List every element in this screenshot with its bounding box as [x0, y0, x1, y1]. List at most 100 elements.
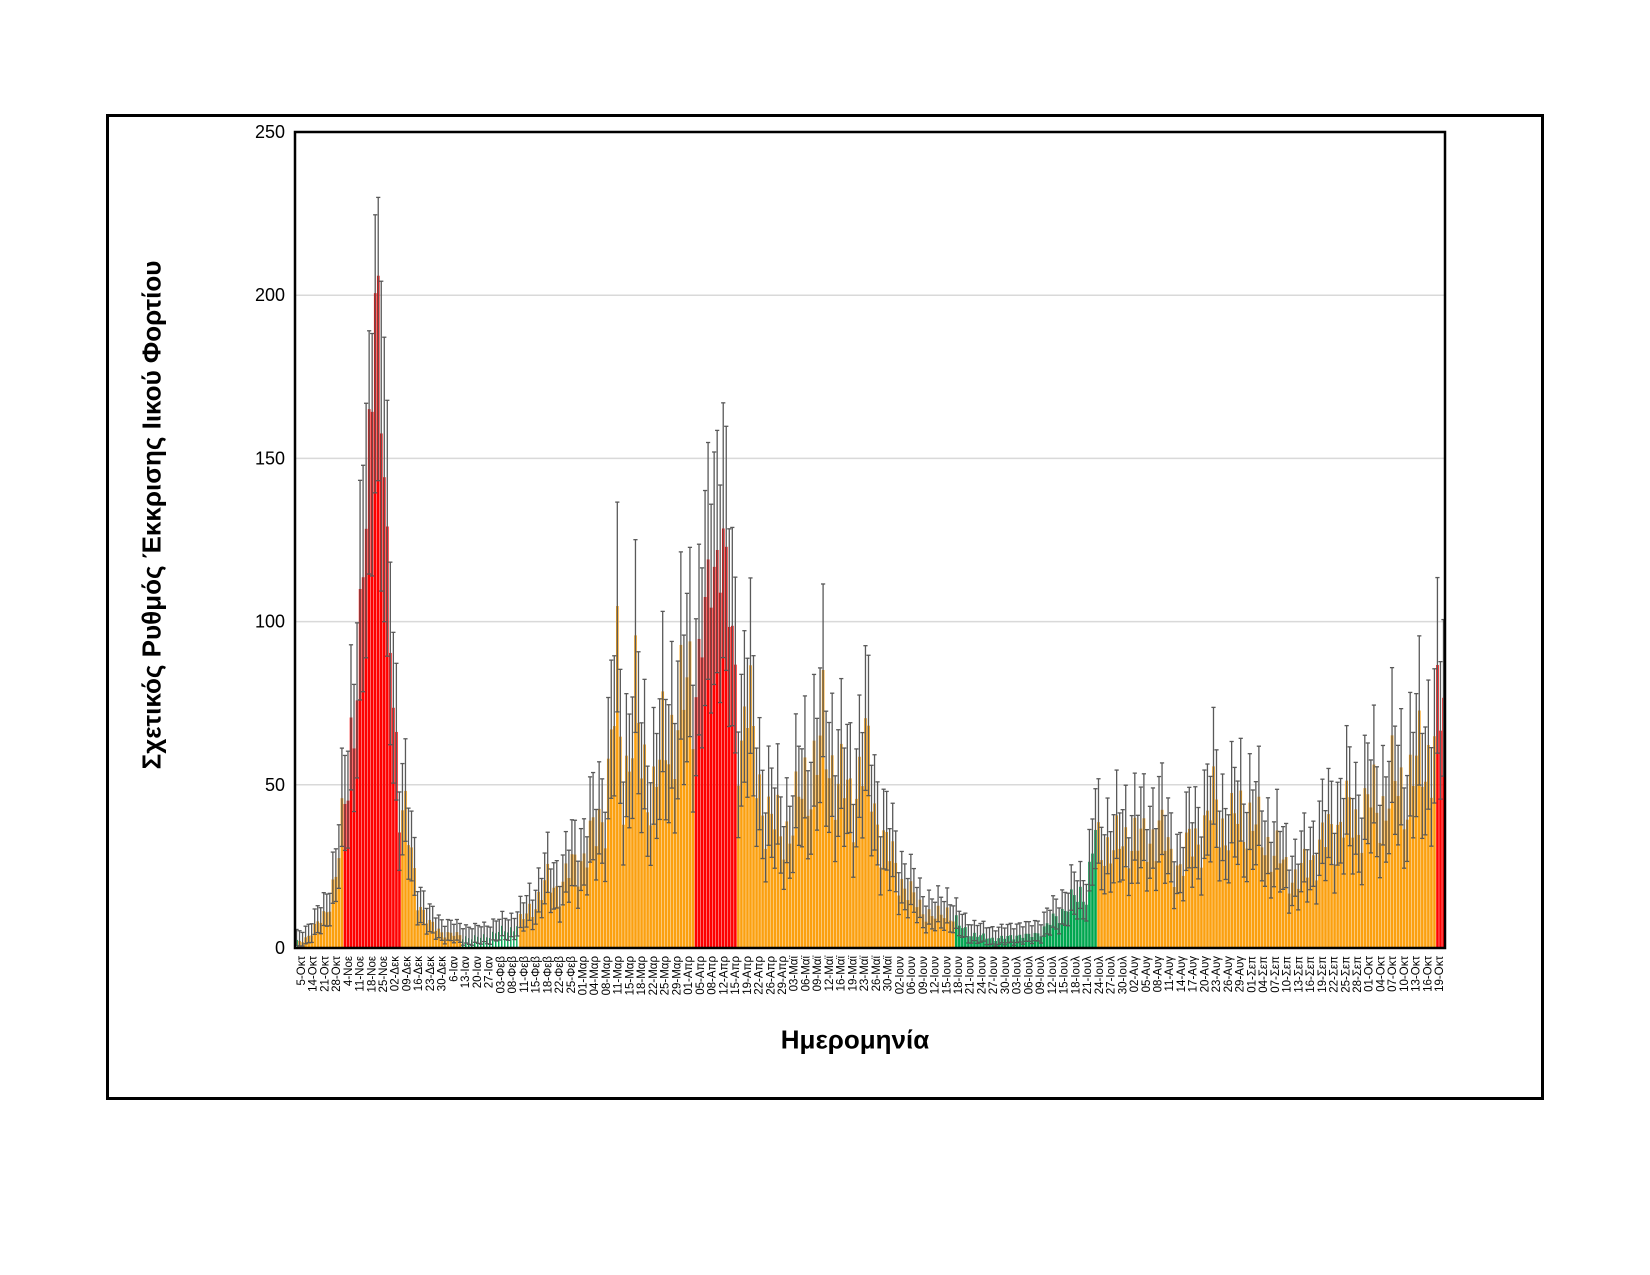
x-tick-label: 04-Σεπ: [1258, 956, 1270, 993]
x-tick-label: 01-Οκτ: [1364, 956, 1376, 992]
x-tick-label: 11-Μαρ: [613, 956, 625, 995]
x-tick-label: 27-Ιουν: [988, 956, 1000, 995]
x-tick-label: 28-Σεπ: [1352, 956, 1364, 993]
x-axis-title: Ημερομηνία: [780, 1024, 930, 1055]
x-tick-label: 16-Οκτ: [1422, 956, 1434, 992]
x-tick-label: 12-Μαϊ: [824, 956, 836, 992]
x-tick-label: 02-Δεκ: [390, 956, 402, 991]
x-tick-label: 24-Ιουν: [976, 956, 988, 995]
x-tick-label: 25-Μαρ: [660, 956, 672, 996]
x-tick-label: 09-Μαϊ: [812, 956, 824, 992]
x-tick-label: 5-Οκτ: [296, 956, 308, 986]
y-tick-label: 250: [255, 122, 285, 142]
x-tick-label: 25-Σεπ: [1340, 956, 1352, 993]
x-tick-label: 18-Μαρ: [636, 956, 648, 996]
x-tick-label: 6-Ιαν: [448, 956, 460, 982]
x-tick-label: 10-Οκτ: [1399, 956, 1411, 992]
x-tick-label: 15-Απρ: [730, 956, 742, 995]
x-tick-label: 14-Οκτ: [308, 956, 320, 992]
x-tick-label: 09-Ιουλ: [1035, 956, 1047, 995]
x-tick-label: 28-Οκτ: [331, 956, 343, 992]
x-tick-label: 10-Σεπ: [1282, 956, 1294, 993]
x-tick-label: 07-Σεπ: [1270, 956, 1282, 993]
x-tick-label: 04-Μαρ: [589, 956, 601, 996]
y-tick-label: 150: [255, 448, 285, 468]
x-tick-label: 27-Ιαν: [484, 956, 496, 988]
x-tick-label: 25-Νοε: [378, 956, 390, 992]
x-tick-label: 19-Σεπ: [1317, 956, 1329, 993]
x-tick-label: 26-Μαϊ: [871, 956, 883, 992]
x-tick-label: 13-Οκτ: [1411, 956, 1423, 992]
x-tick-label: 14-Αυγ: [1176, 956, 1188, 993]
x-tick-label: 26-Αυγ: [1223, 956, 1235, 993]
x-tick-label: 08-Αυγ: [1153, 956, 1165, 993]
x-tick-label: 29-Απρ: [777, 956, 789, 995]
x-tick-label: 13-Ιαν: [460, 956, 472, 988]
x-tick-label: 15-Φεβ: [531, 956, 543, 994]
y-axis-title: Σχετικός Ρυθμός Έκκρισης Ιικού Φορτίου: [136, 260, 167, 770]
x-tick-label: 01-Σεπ: [1246, 956, 1258, 993]
x-tick-label: 03-Φεβ: [495, 956, 507, 994]
x-tick-label: 01-Απρ: [683, 956, 695, 995]
y-tick-label: 0: [275, 938, 285, 958]
x-tick-label: 19-Οκτ: [1434, 956, 1446, 992]
x-tick-label: 07-Οκτ: [1387, 956, 1399, 992]
x-tick-label: 04-Οκτ: [1375, 956, 1387, 992]
x-tick-label: 05-Απρ: [695, 956, 707, 995]
x-tick-label: 01-Μαρ: [578, 956, 590, 996]
x-tick-label: 15-Ιουν: [941, 956, 953, 995]
x-tick-label: 03-Μαϊ: [789, 956, 801, 992]
x-tick-label: 21-Οκτ: [319, 956, 331, 992]
x-tick-label: 13-Σεπ: [1293, 956, 1305, 993]
x-tick-label: 16-Σεπ: [1305, 956, 1317, 993]
x-tick-label: 08-Φεβ: [507, 956, 519, 994]
x-tick-label: 18-Φεβ: [542, 956, 554, 994]
x-tick-label: 27-Ιουλ: [1106, 956, 1118, 995]
x-tick-label: 09-Δεκ: [401, 956, 413, 991]
x-tick-label: 03-Ιουλ: [1012, 956, 1024, 995]
x-tick-label: 08-Μαρ: [601, 956, 613, 996]
x-tick-label: 16-Μαϊ: [836, 956, 848, 992]
x-tick-label: 02-Αυγ: [1129, 956, 1141, 993]
x-tick-label: 12-Ιουλ: [1047, 956, 1059, 995]
x-tick-label: 15-Μαρ: [624, 956, 636, 996]
x-tick-label: 12-Ιουν: [930, 956, 942, 995]
x-tick-label: 17-Αυγ: [1188, 956, 1200, 993]
x-tick-label: 29-Μαρ: [671, 956, 683, 996]
x-tick-label: 4-Νοε: [343, 956, 355, 986]
x-tick-label: 23-Δεκ: [425, 956, 437, 991]
x-tick-label: 24-Ιουλ: [1094, 956, 1106, 995]
x-tick-label: 21-Ιουλ: [1082, 956, 1094, 995]
x-tick-label: 22-Απρ: [754, 956, 766, 995]
x-tick-label: 30-Μαϊ: [883, 956, 895, 992]
x-tick-label: 06-Μαϊ: [800, 956, 812, 992]
x-tick-label: 18-Ιουν: [953, 956, 965, 995]
y-tick-label: 200: [255, 285, 285, 305]
x-tick-label: 20-Ιαν: [472, 956, 484, 988]
x-tick-label: 29-Αυγ: [1235, 956, 1247, 993]
x-tick-label: 11-Φεβ: [519, 956, 531, 993]
x-tick-label: 30-Ιουν: [1000, 956, 1012, 995]
x-tick-label: 22-Μαρ: [648, 956, 660, 996]
y-tick-label: 100: [255, 612, 285, 632]
y-tick-label: 50: [265, 775, 285, 795]
x-tick-label: 26-Απρ: [765, 956, 777, 995]
x-tick-label: 23-Αυγ: [1211, 956, 1223, 993]
x-tick-label: 20-Αυγ: [1199, 956, 1211, 993]
x-tick-label: 02-Ιουν: [894, 956, 906, 995]
x-tick-label: 22-Φεβ: [554, 956, 566, 994]
x-tick-label: 21-Ιουν: [965, 956, 977, 995]
x-tick-label: 09-Ιουν: [918, 956, 930, 995]
x-tick-label: 11-Νοε: [355, 956, 367, 992]
x-tick-label: 08-Απρ: [707, 956, 719, 995]
x-tick-label: 22-Σεπ: [1329, 956, 1341, 993]
x-tick-label: 30-Δεκ: [437, 956, 449, 991]
x-tick-label: 15-Ιουλ: [1059, 956, 1071, 995]
x-tick-label: 06-Ιουν: [906, 956, 918, 995]
x-tick-label: 25-Φεβ: [566, 956, 578, 994]
x-tick-label: 19-Μαϊ: [847, 956, 859, 992]
x-tick-label: 19-Απρ: [742, 956, 754, 995]
x-tick-label: 18-Ιουλ: [1070, 956, 1082, 995]
